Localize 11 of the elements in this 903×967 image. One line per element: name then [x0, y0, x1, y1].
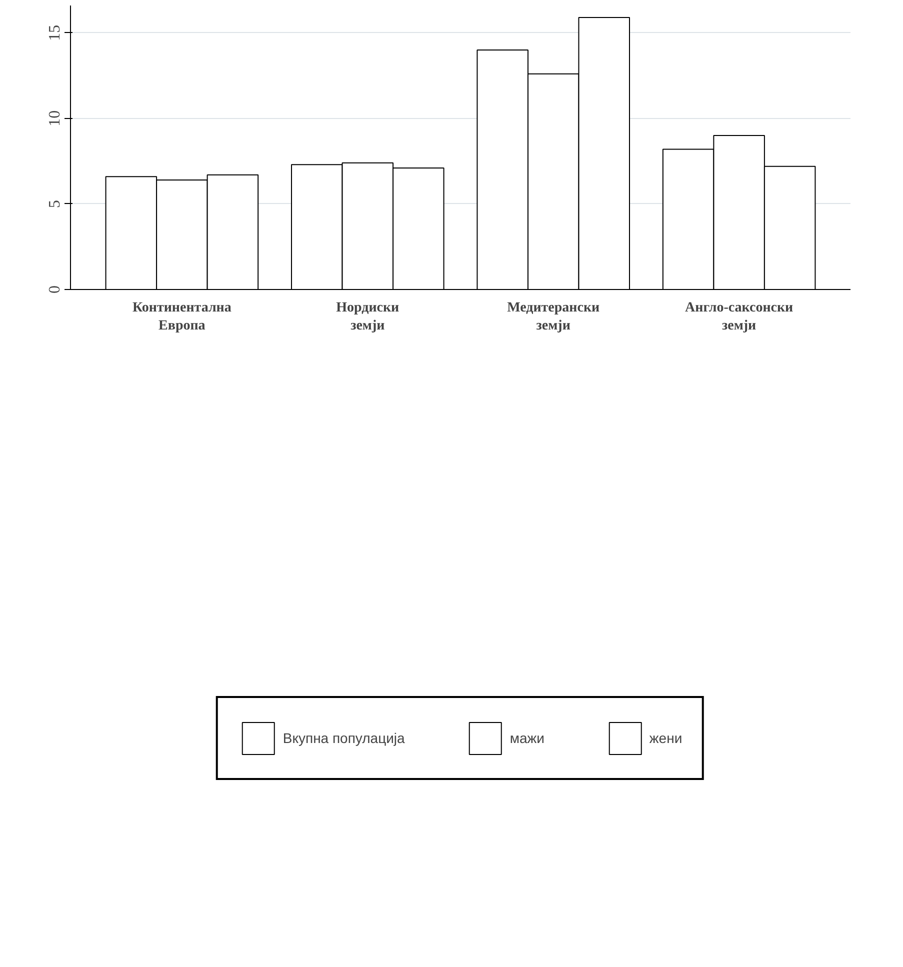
- y-tick-label: 5: [46, 200, 64, 208]
- x-tick-label: Нордиски земји: [336, 300, 400, 334]
- legend-label: Вкупна популација: [282, 730, 405, 746]
- x-tick-label: Медитерански земји: [507, 300, 600, 334]
- y-tick-label: 0: [46, 286, 64, 294]
- x-tick-label: Континентална Европа: [132, 300, 232, 334]
- legend-label: мажи: [510, 730, 544, 746]
- y-tick-label: 15: [46, 24, 64, 41]
- x-tick-label: Англо-саксонски земји: [685, 300, 794, 334]
- y-tick-label: 10: [46, 110, 64, 126]
- legend-label: жени: [649, 730, 682, 746]
